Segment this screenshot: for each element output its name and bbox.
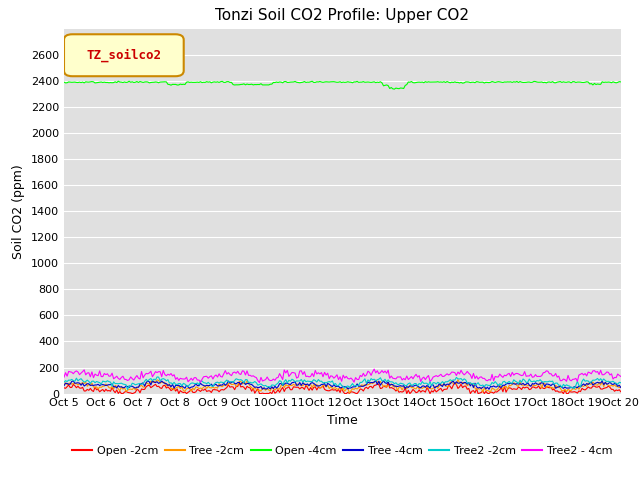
Legend: Open -2cm, Tree -2cm, Open -4cm, Tree -4cm, Tree2 -2cm, Tree2 - 4cm: Open -2cm, Tree -2cm, Open -4cm, Tree -4…	[68, 441, 617, 460]
Text: TZ_soilco2: TZ_soilco2	[86, 48, 161, 62]
FancyBboxPatch shape	[64, 34, 184, 76]
Y-axis label: Soil CO2 (ppm): Soil CO2 (ppm)	[12, 164, 26, 259]
Title: Tonzi Soil CO2 Profile: Upper CO2: Tonzi Soil CO2 Profile: Upper CO2	[216, 9, 469, 24]
X-axis label: Time: Time	[327, 414, 358, 427]
